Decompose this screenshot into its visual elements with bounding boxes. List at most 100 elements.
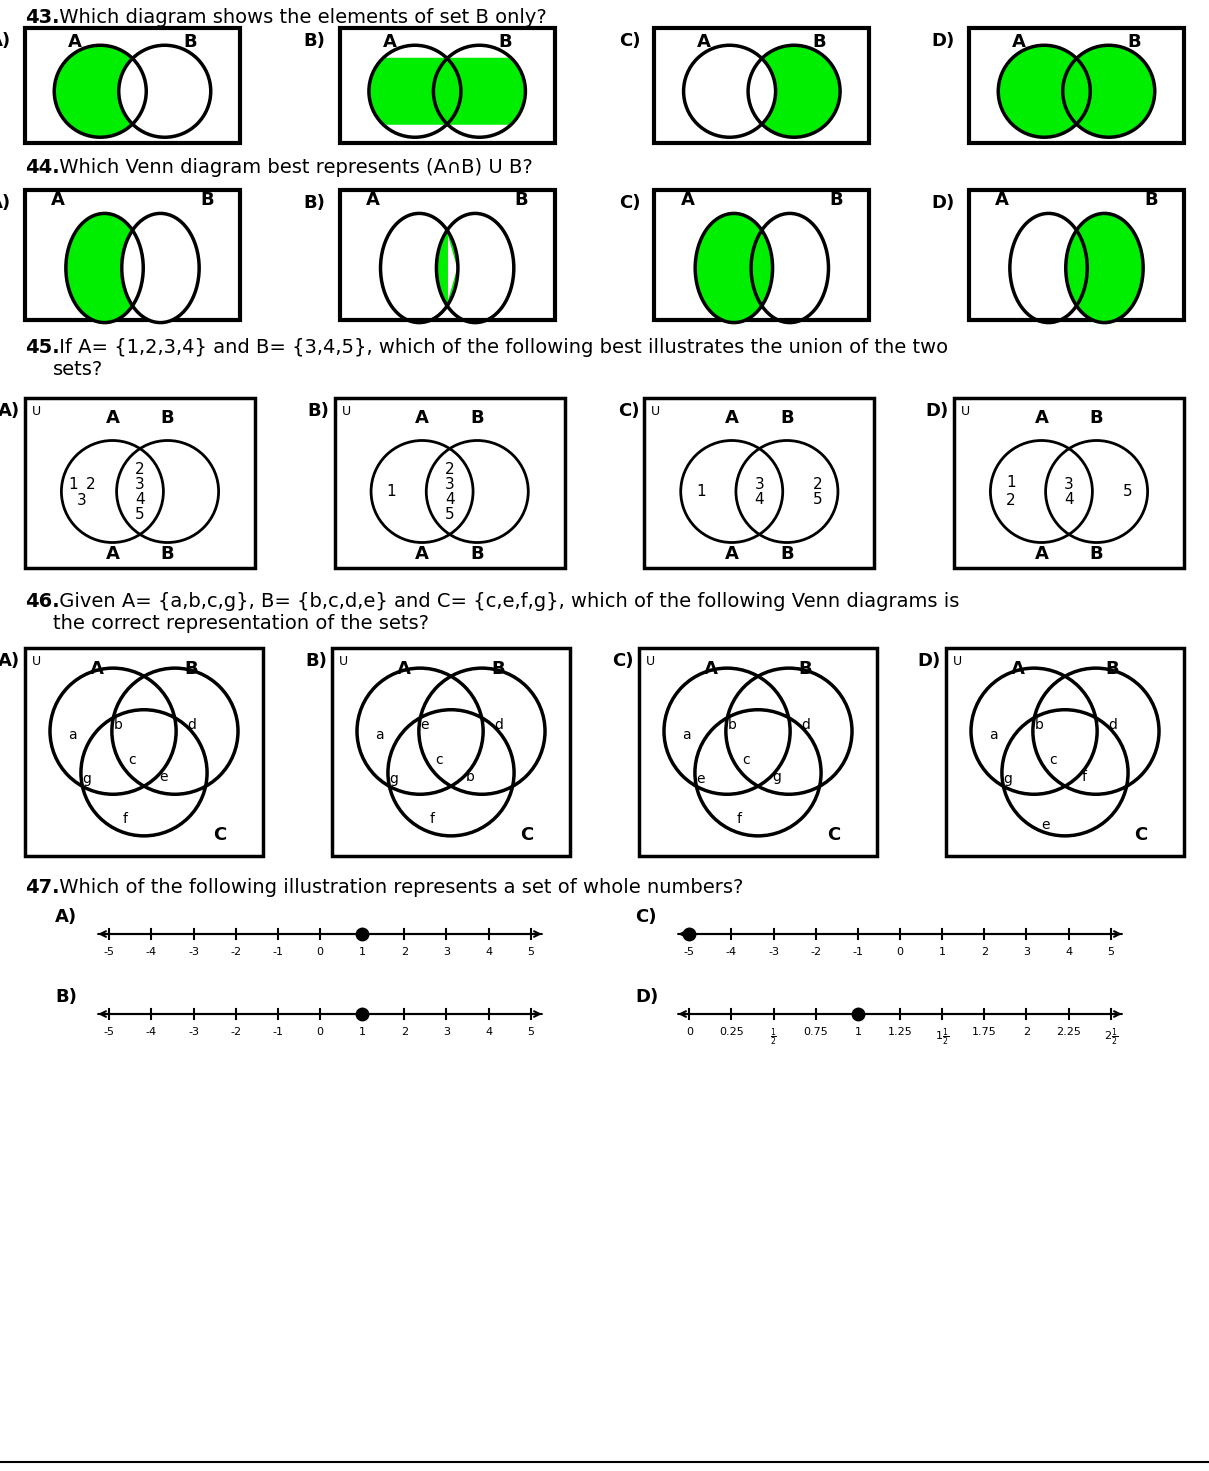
Text: g: g (773, 769, 781, 784)
Text: B: B (491, 660, 504, 678)
Text: A: A (705, 660, 718, 678)
Text: -5: -5 (684, 947, 695, 958)
Text: Which of the following illustration represents a set of whole numbers?: Which of the following illustration repr… (53, 878, 744, 897)
Text: D): D) (932, 32, 955, 50)
Text: U: U (31, 655, 41, 668)
Text: 2: 2 (1023, 1027, 1030, 1037)
Text: B: B (515, 191, 528, 209)
Text: B): B) (303, 194, 325, 212)
Text: D): D) (918, 652, 941, 669)
Text: 1.25: 1.25 (887, 1027, 913, 1037)
Text: B: B (1089, 409, 1104, 428)
Text: 3: 3 (135, 477, 145, 491)
Text: 0: 0 (317, 1027, 324, 1037)
Text: B: B (184, 660, 197, 678)
Bar (25, 399, 255, 568)
Text: 2: 2 (86, 477, 96, 491)
Text: Given A= {a,b,c,g}, B= {b,c,d,e} and C= {c,e,f,g}, which of the following Venn d: Given A= {a,b,c,g}, B= {b,c,d,e} and C= … (53, 591, 960, 633)
Text: $1\frac{1}{2}$: $1\frac{1}{2}$ (935, 1027, 949, 1049)
Bar (25, 28, 241, 143)
Text: U: U (652, 405, 660, 418)
Text: 2: 2 (812, 477, 822, 491)
Text: A: A (105, 546, 120, 563)
Bar (335, 399, 565, 568)
Text: U: U (342, 405, 351, 418)
Bar (968, 28, 1184, 143)
Text: A: A (725, 546, 739, 563)
Bar (954, 399, 1184, 568)
Text: g: g (1003, 772, 1012, 786)
Text: 0: 0 (897, 947, 903, 958)
Polygon shape (695, 213, 773, 322)
Text: B: B (780, 546, 794, 563)
Text: c: c (435, 753, 442, 768)
Bar (640, 649, 877, 856)
Text: 3: 3 (442, 947, 450, 958)
Text: C: C (827, 827, 840, 844)
Text: f: f (429, 812, 434, 825)
Text: 5: 5 (445, 506, 455, 522)
Text: a: a (989, 728, 997, 743)
Text: 5: 5 (527, 1027, 534, 1037)
Text: -1: -1 (272, 1027, 283, 1037)
Text: d: d (1109, 718, 1117, 733)
Text: C): C) (613, 652, 634, 669)
Text: f: f (736, 812, 741, 825)
Text: 44.: 44. (25, 157, 59, 177)
Text: 1: 1 (938, 947, 945, 958)
Text: A: A (1012, 32, 1026, 51)
Text: 4: 4 (754, 491, 764, 506)
Polygon shape (999, 46, 1091, 137)
Text: B): B) (305, 652, 326, 669)
Text: A: A (698, 32, 711, 51)
Polygon shape (65, 213, 143, 322)
Text: 3: 3 (77, 493, 87, 507)
Text: 2.25: 2.25 (1057, 1027, 1081, 1037)
Text: C: C (1134, 827, 1147, 844)
Text: g: g (82, 772, 92, 786)
Text: A): A) (0, 194, 11, 212)
Text: -1: -1 (272, 947, 283, 958)
Text: f: f (122, 812, 127, 825)
Text: A: A (1035, 546, 1048, 563)
Text: 2: 2 (400, 1027, 407, 1037)
Text: e: e (421, 718, 429, 733)
Text: 47.: 47. (25, 878, 59, 897)
Text: f: f (1082, 769, 1087, 784)
Text: B): B) (54, 989, 77, 1006)
Text: 1: 1 (1006, 475, 1016, 490)
Text: 2: 2 (135, 462, 145, 477)
Text: B: B (829, 191, 843, 209)
Text: 45.: 45. (25, 338, 59, 357)
Text: 4: 4 (485, 947, 492, 958)
Text: a: a (682, 728, 690, 743)
Text: A): A) (0, 32, 11, 50)
Text: A: A (681, 191, 694, 209)
Text: 0: 0 (317, 947, 324, 958)
Text: A): A) (54, 908, 77, 927)
Text: 1: 1 (359, 947, 365, 958)
Text: B): B) (303, 32, 325, 50)
Text: -5: -5 (104, 947, 115, 958)
Text: 3: 3 (1064, 477, 1074, 491)
Text: D): D) (926, 402, 949, 421)
Text: B: B (199, 191, 214, 209)
Text: c: c (128, 753, 135, 768)
Polygon shape (54, 46, 146, 137)
Text: A: A (415, 409, 429, 428)
Polygon shape (122, 213, 199, 322)
Text: B: B (1144, 191, 1158, 209)
Text: 4: 4 (135, 491, 145, 506)
Text: 4: 4 (445, 491, 455, 506)
Text: a: a (375, 728, 384, 743)
Text: B: B (798, 660, 811, 678)
Bar (654, 28, 869, 143)
Text: A: A (398, 660, 411, 678)
Text: b: b (465, 769, 474, 784)
Text: B: B (780, 409, 794, 428)
Text: c: c (1049, 753, 1057, 768)
Text: 3: 3 (754, 477, 764, 491)
Text: g: g (389, 772, 398, 786)
Text: -2: -2 (230, 947, 242, 958)
Text: 4: 4 (485, 1027, 492, 1037)
